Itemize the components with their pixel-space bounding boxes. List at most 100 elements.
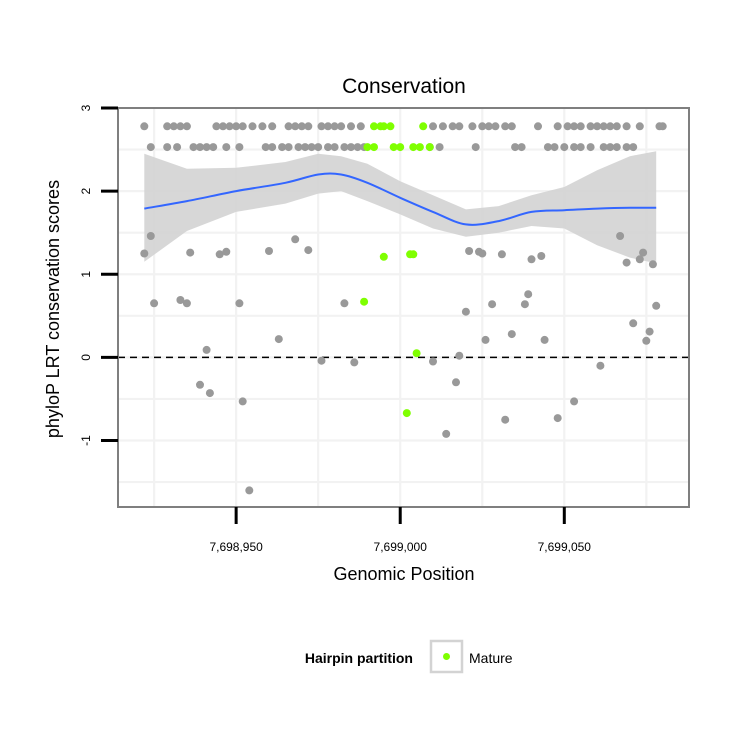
data-point-other: [189, 143, 198, 152]
data-point-mature: [419, 122, 428, 131]
data-point-other: [622, 258, 631, 267]
data-point-other: [442, 429, 451, 438]
data-point-mature: [415, 143, 424, 152]
panel-border: [117, 107, 690, 508]
data-point-other: [212, 122, 221, 131]
data-point-other: [550, 143, 559, 152]
data-point-other: [517, 143, 526, 152]
data-point-other: [553, 414, 562, 423]
data-point-other: [238, 397, 247, 406]
data-point-other: [635, 122, 644, 131]
data-point-other: [501, 415, 510, 424]
y-tick-label: 2: [79, 187, 93, 194]
data-point-other: [232, 122, 241, 131]
data-point-other: [186, 248, 195, 257]
data-point-other: [435, 143, 444, 152]
y-axis-title: phyloP LRT conservation scores: [43, 180, 63, 438]
y-tick-label: -1: [79, 435, 93, 446]
data-point-other: [268, 143, 277, 152]
data-point-other: [468, 122, 477, 131]
data-point-other: [176, 296, 185, 304]
data-point-other: [553, 122, 562, 131]
data-point-other: [524, 290, 533, 299]
data-point-mature: [412, 349, 421, 358]
data-point-other: [635, 255, 644, 264]
y-axis: -1 0 1 2 3: [79, 104, 118, 446]
data-point-other: [294, 143, 303, 152]
data-point-mature: [370, 122, 378, 131]
data-point-other: [599, 143, 608, 152]
data-point-other: [163, 143, 172, 152]
data-point-other: [497, 250, 506, 259]
data-point-other: [452, 378, 460, 387]
data-point-other: [291, 122, 300, 131]
data-point-other: [140, 249, 149, 258]
y-tick-label: 1: [79, 271, 93, 278]
data-point-other: [324, 143, 332, 152]
data-point-other: [209, 143, 218, 152]
data-point-other: [520, 300, 529, 309]
data-point-other: [202, 345, 211, 354]
data-point-other: [245, 486, 254, 495]
data-point-mature: [409, 250, 418, 259]
data-point-other: [658, 122, 667, 131]
legend-label-mature: Mature: [469, 650, 513, 666]
data-point-other: [225, 122, 234, 131]
data-point-other: [330, 143, 339, 152]
smooth-fit-line: [144, 172, 657, 226]
legend-title: Hairpin partition: [305, 650, 413, 666]
data-point-other: [488, 300, 497, 309]
data-point-other: [340, 143, 349, 152]
x-axis-title: Genomic Position: [333, 564, 474, 584]
data-point-other: [652, 301, 661, 310]
data-point-other: [471, 143, 480, 152]
data-point-other: [347, 143, 355, 152]
data-point-mature: [379, 122, 388, 131]
data-point-other: [586, 143, 595, 152]
data-point-other: [537, 252, 546, 260]
data-point-mature: [396, 143, 405, 152]
data-point-other: [284, 122, 293, 131]
data-point-mature: [363, 143, 372, 152]
data-point-other: [268, 122, 277, 131]
data-point-other: [639, 248, 648, 257]
data-point-other: [182, 122, 191, 131]
data-point-other: [606, 122, 615, 131]
data-point-other: [534, 122, 542, 131]
data-point-other: [330, 122, 339, 131]
data-point-other: [478, 249, 487, 258]
legend-key-mature-icon: [443, 653, 450, 660]
data-point-other: [219, 122, 227, 131]
data-point-other: [507, 330, 516, 339]
data-point-other: [596, 361, 605, 370]
data-point-other: [612, 122, 621, 131]
data-point-other: [622, 122, 631, 131]
data-point-other: [350, 358, 359, 367]
data-point-other: [324, 122, 332, 131]
x-axis: 7,698,950 7,699,000 7,699,050: [209, 507, 591, 554]
confidence-band: [144, 151, 657, 264]
data-point-other: [150, 299, 159, 308]
data-point-other: [182, 299, 191, 308]
data-point-other: [301, 143, 310, 152]
data-point-other: [543, 143, 552, 152]
data-point-other: [586, 122, 595, 131]
data-point-other: [163, 122, 172, 131]
data-point-other: [146, 232, 155, 240]
data-point-other: [176, 122, 185, 131]
chart-title: Conservation: [342, 75, 466, 98]
data-point-other: [196, 380, 204, 389]
data-point-other: [347, 122, 355, 131]
y-tick-label: 3: [79, 104, 93, 111]
data-point-other: [642, 336, 651, 345]
data-point-other: [481, 335, 490, 344]
data-point-mature: [402, 409, 411, 418]
data-point-mature: [370, 143, 378, 152]
data-point-other: [648, 260, 657, 269]
data-point-other: [429, 357, 437, 366]
data-point-other: [612, 143, 621, 152]
data-point-other: [317, 356, 326, 365]
plot-panel: [117, 107, 690, 508]
data-point-other: [196, 143, 204, 152]
